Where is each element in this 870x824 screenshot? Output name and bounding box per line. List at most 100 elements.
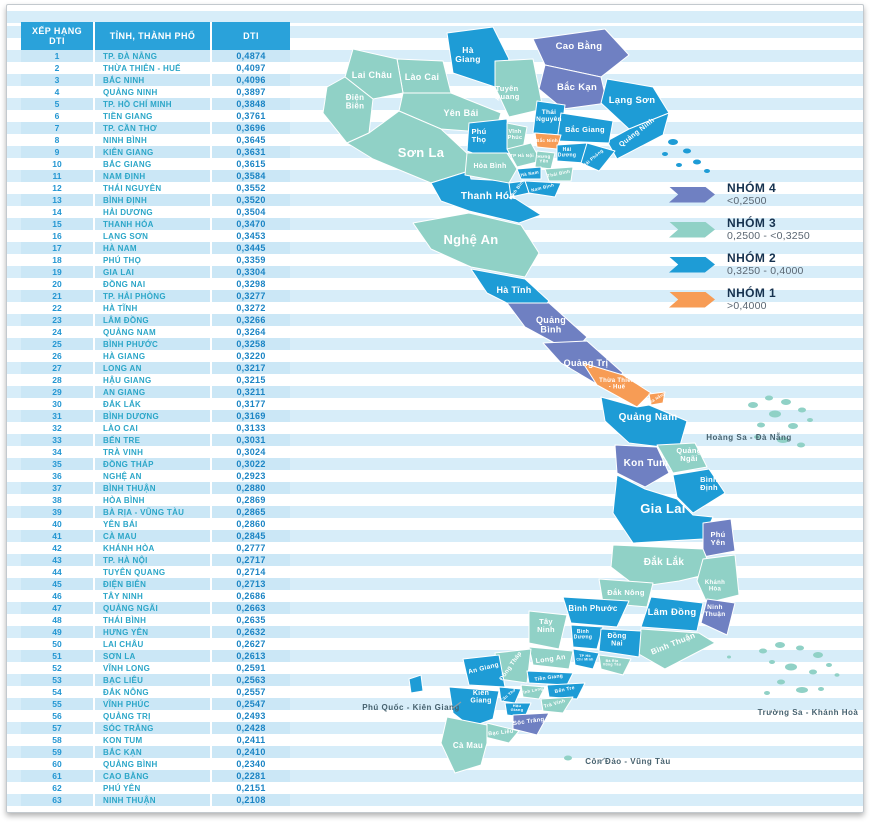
rank-cell: 33 [21,434,93,446]
table-row: 23 LÂM ĐỒNG 0,3266 [21,314,290,326]
table-row: 6 TIỀN GIANG 0,3761 [21,110,290,122]
province-label: Hà Nam [520,169,539,177]
legend-group-label: NHÓM 3 [727,215,777,230]
map-province-shape [598,628,642,658]
rank-cell: 58 [21,734,93,746]
prov-cell: THANH HÓA [95,218,210,230]
prov-cell: QUẢNG BÌNH [95,758,210,770]
val-cell: 0,3359 [212,254,290,266]
rank-cell: 45 [21,578,93,590]
val-cell: 0,2663 [212,602,290,614]
island-shape [676,163,682,167]
rank-cell: 55 [21,698,93,710]
prov-cell: ĐẮK LẮK [95,398,210,410]
rank-cell: 10 [21,158,93,170]
province-label: Long An [535,654,566,665]
val-cell: 0,2411 [212,734,290,746]
val-cell: 0,2777 [212,542,290,554]
map-province-shape [572,648,600,670]
island-shape [769,410,781,418]
province-label: Thanh Hóa [461,191,516,202]
val-cell: 0,3266 [212,314,290,326]
val-cell: 0,2845 [212,530,290,542]
map-province-shape [546,682,586,700]
province-label: Cao Bằng [556,40,603,52]
legend-item: NHÓM 2 0,3250 - 0,4000 [669,247,859,282]
province-label: Thái Nguyên [536,109,562,123]
legend-item: NHÓM 4 <0,2500 [669,177,859,212]
map-legend: NHÓM 4 <0,2500 NHÓM 3 0,2500 - <0,3250 NHÓM … [669,177,859,317]
map-province-shape [412,212,540,278]
province-label: Bến Tre [554,684,575,695]
prov-cell: TÂY NINH [95,590,210,602]
island-annotation: Trường Sa - Khánh Hoà [758,708,859,717]
prov-cell: BÌNH THUẬN [95,482,210,494]
rank-cell: 63 [21,794,93,806]
rank-cell: 41 [21,530,93,542]
island-shape [777,437,789,443]
rank-cell: 40 [21,518,93,530]
province-label: Quảng Nam [619,412,678,423]
rank-cell: 24 [21,326,93,338]
map-province-shape [570,624,604,650]
prov-cell: TP. ĐÀ NẴNG [95,50,210,62]
island-shape [662,152,668,156]
table-row: 60 QUẢNG BÌNH 0,2340 [21,758,290,770]
table-row: 40 YÊN BÁI 0,2860 [21,518,290,530]
rank-cell: 11 [21,170,93,182]
table-header-cell: XẾP HẠNG DTI [21,22,93,50]
table-body: 1 TP. ĐÀ NẴNG 0,4874 2 THỪA THIÊN - HUẾ 0,409… [21,50,290,806]
island-shape [564,755,572,761]
table-row: 41 CÀ MAU 0,2845 [21,530,290,542]
province-label: Thừa Thiên - Huế [599,378,635,390]
island-shape [769,660,775,664]
island-shape [834,673,840,677]
map-province-shape [516,166,542,180]
prov-cell: BẮC NINH [95,74,210,86]
table-row: 42 KHÁNH HÒA 0,2777 [21,542,290,554]
map-province-shape [408,674,424,694]
island-shape [826,663,832,667]
province-label: Bắc Kạn [557,81,597,93]
legend-group-label: NHÓM 4 [727,180,777,195]
province-label: Tây Ninh [537,617,555,634]
table-row: 18 PHÚ THỌ 0,3359 [21,254,290,266]
prov-cell: VĨNH PHÚC [95,698,210,710]
table-row: 51 SƠN LA 0,2613 [21,650,290,662]
val-cell: 0,3645 [212,134,290,146]
prov-cell: NAM ĐỊNH [95,170,210,182]
island-shape [807,418,813,422]
island-shape [655,130,663,136]
prov-cell: LÀO CAI [95,422,210,434]
prov-cell: THÁI NGUYÊN [95,182,210,194]
dti-ranking-table: XẾP HẠNG DTI TỈNH, THÀNH PHỐ DTI 1 TP. ĐÀ NẴ… [21,22,290,806]
island-shape [788,423,798,429]
rank-cell: 53 [21,674,93,686]
prov-cell: LONG AN [95,362,210,374]
annotation-tick-icon [452,701,462,709]
val-cell: 0,2714 [212,566,290,578]
map-province-shape [600,396,688,450]
map-province-shape [636,628,716,670]
island-shape [785,663,797,671]
prov-cell: BẠC LIÊU [95,674,210,686]
map-province-shape [344,48,404,100]
island-shape [813,652,823,658]
island-shape [765,395,773,401]
table-header-cell: TỈNH, THÀNH PHỐ [95,22,210,50]
table-row: 46 TÂY NINH 0,2686 [21,590,290,602]
val-cell: 0,3584 [212,170,290,182]
val-cell: 0,2686 [212,590,290,602]
val-cell: 0,3445 [212,242,290,254]
val-cell: 0,3169 [212,410,290,422]
val-cell: 0,3220 [212,350,290,362]
table-row: 31 BÌNH DƯƠNG 0,3169 [21,410,290,422]
map-province-shape [640,596,704,632]
prov-cell: HÀ TĨNH [95,302,210,314]
rank-cell: 59 [21,746,93,758]
map-province-shape [580,142,616,172]
val-cell: 0,3024 [212,446,290,458]
prov-cell: CÀ MAU [95,530,210,542]
infographic-card: XẾP HẠNG DTI TỈNH, THÀNH PHỐ DTI 1 TP. ĐÀ NẴ… [6,4,864,813]
rank-cell: 42 [21,542,93,554]
